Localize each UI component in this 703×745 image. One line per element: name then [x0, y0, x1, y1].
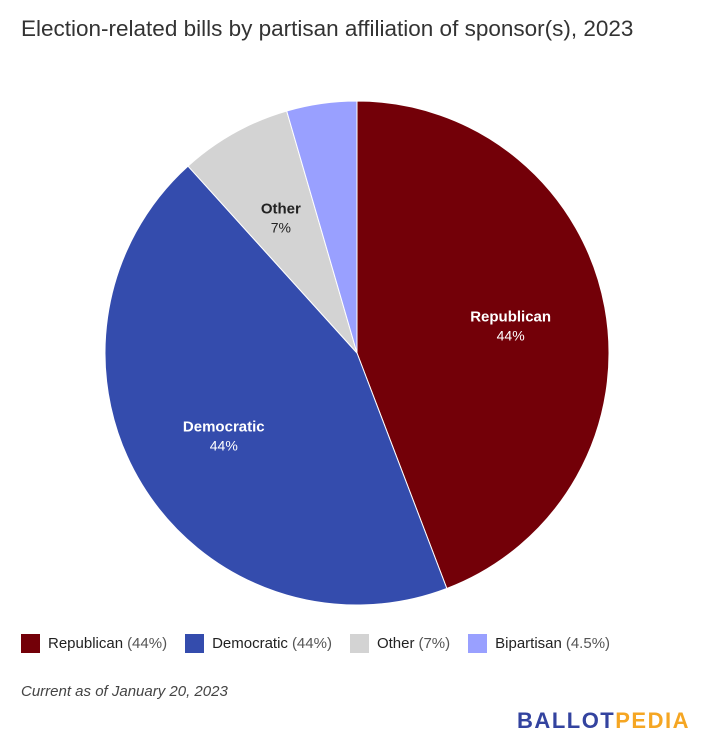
slice-pct-label: 44% — [497, 328, 525, 344]
slice-pct-label: 44% — [210, 438, 238, 454]
legend-swatch — [349, 634, 369, 653]
legend-label: Democratic — [212, 635, 288, 652]
legend-swatch — [468, 634, 488, 653]
slice-label: Democratic — [183, 419, 265, 436]
legend-item-other[interactable]: Other (7%) — [349, 634, 451, 653]
legend-label: Other — [376, 635, 415, 652]
legend-item-bipartisan[interactable]: Bipartisan (4.5%) — [468, 634, 610, 653]
legend-label: Bipartisan — [495, 635, 562, 652]
legend-item-democratic[interactable]: Democratic (44%) — [185, 634, 332, 653]
legend-pct: (44%) — [127, 635, 168, 652]
pie-slice-republican[interactable] — [356, 100, 610, 590]
pie-chart: Republican 44% Democratic 44% Other 7% — [104, 100, 610, 606]
legend-pct: (44%) — [291, 635, 332, 652]
ballotpedia-logo: BALLOTPEDIA — [517, 708, 690, 733]
legend: Republican (44%) Democratic (44%) Other … — [21, 634, 610, 653]
pie-slice-other[interactable] — [187, 110, 358, 354]
legend-pct: (7%) — [418, 635, 451, 652]
slice-label: Other — [261, 201, 301, 218]
legend-pct: (4.5%) — [565, 635, 611, 652]
pie-slice-democratic[interactable] — [104, 165, 448, 606]
date-note: Current as of January 20, 2023 — [21, 683, 228, 700]
pie-slice-bipartisan[interactable] — [286, 100, 358, 354]
slice-pct-label: 7% — [271, 220, 291, 236]
chart-title: Election-related bills by partisan affil… — [21, 16, 634, 41]
slice-label: Republican — [470, 309, 551, 326]
legend-swatch — [185, 634, 205, 653]
legend-swatch — [21, 634, 40, 653]
legend-item-republican[interactable]: Republican (44%) — [21, 634, 167, 653]
legend-label: Republican — [48, 635, 124, 652]
